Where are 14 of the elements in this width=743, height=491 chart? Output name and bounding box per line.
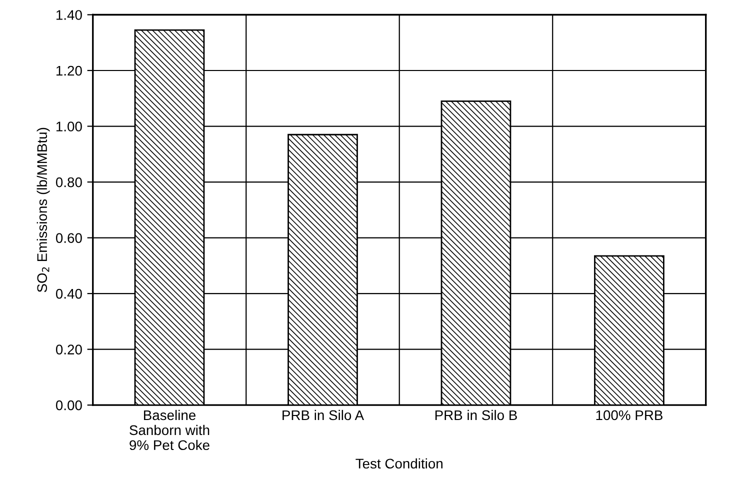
y-tick-label: 1.00 [56, 122, 82, 132]
y-tick-label: 0.80 [56, 177, 82, 188]
y-tick-label: 1.20 [56, 66, 82, 76]
x-tick-label: PRB in Silo A [282, 410, 364, 420]
x-axis-title: Test Condition [356, 458, 442, 469]
y-tick-label: 0.20 [56, 344, 82, 354]
y-tick-label: 0.00 [56, 400, 82, 410]
y-tick-label: 1.40 [56, 10, 82, 20]
y-tick-label: 0.40 [56, 288, 82, 299]
x-tick-label: Baseline Sanborn with 9% Pet Coke [130, 410, 210, 450]
x-tick-label: PRB in Silo B [435, 410, 517, 420]
x-tick-label: 100% PRB [596, 410, 662, 420]
y-tick-label: 0.60 [56, 233, 82, 243]
y-axis-title: SO$_{2}$ Emissions (lb/MMBtu) [36, 128, 50, 292]
